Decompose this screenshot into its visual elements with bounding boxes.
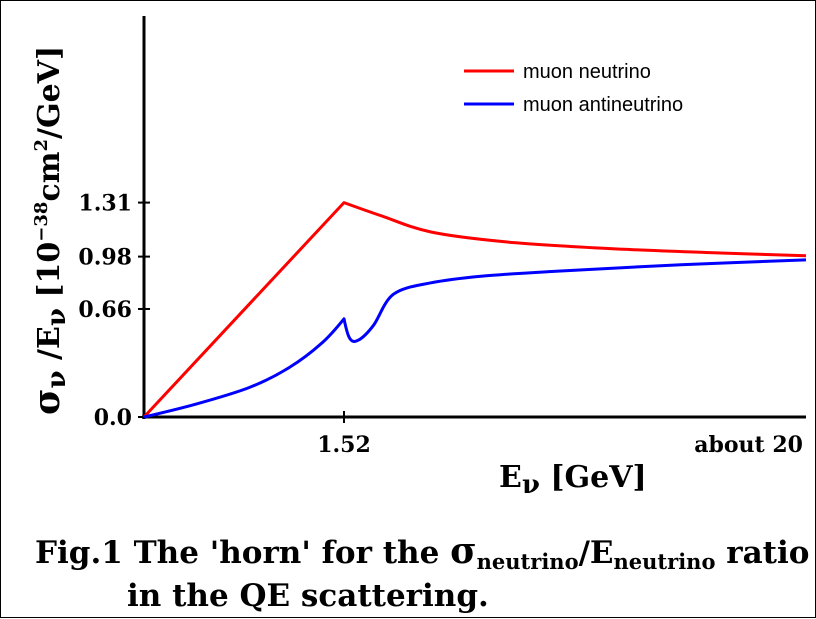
y-ticks: 0.0 0.66 0.98 1.31: [78, 191, 150, 431]
x-tick-label: about 20: [694, 432, 803, 458]
y-tick-label: 1.31: [78, 191, 132, 217]
y-tick-label: 0.98: [78, 245, 132, 271]
legend-label-neutrino: muon neutrino: [523, 61, 651, 83]
caption-line-2: in the QE scattering.: [127, 578, 489, 614]
y-tick-label: 0.0: [94, 405, 132, 431]
series-line-muon-neutrino: [142, 201, 807, 419]
series-line-muon-antineutrino: [143, 258, 807, 419]
x-tick-label: 1.52: [317, 432, 371, 458]
x-ticks: 1.52 about 20: [317, 411, 803, 458]
series-group: [142, 201, 807, 419]
legend: muon neutrino muon antineutrino: [464, 61, 683, 116]
y-tick-label: 0.66: [78, 297, 132, 323]
caption-line-1: Fig.1 The 'horn' for the σneutrino/Eneut…: [35, 530, 809, 574]
y-axis-label: σν /Eν [10−38cm2/GeV]: [26, 46, 72, 415]
x-axis-label: Eν [GeV]: [499, 460, 647, 500]
legend-label-antineutrino: muon antineutrino: [523, 94, 683, 116]
